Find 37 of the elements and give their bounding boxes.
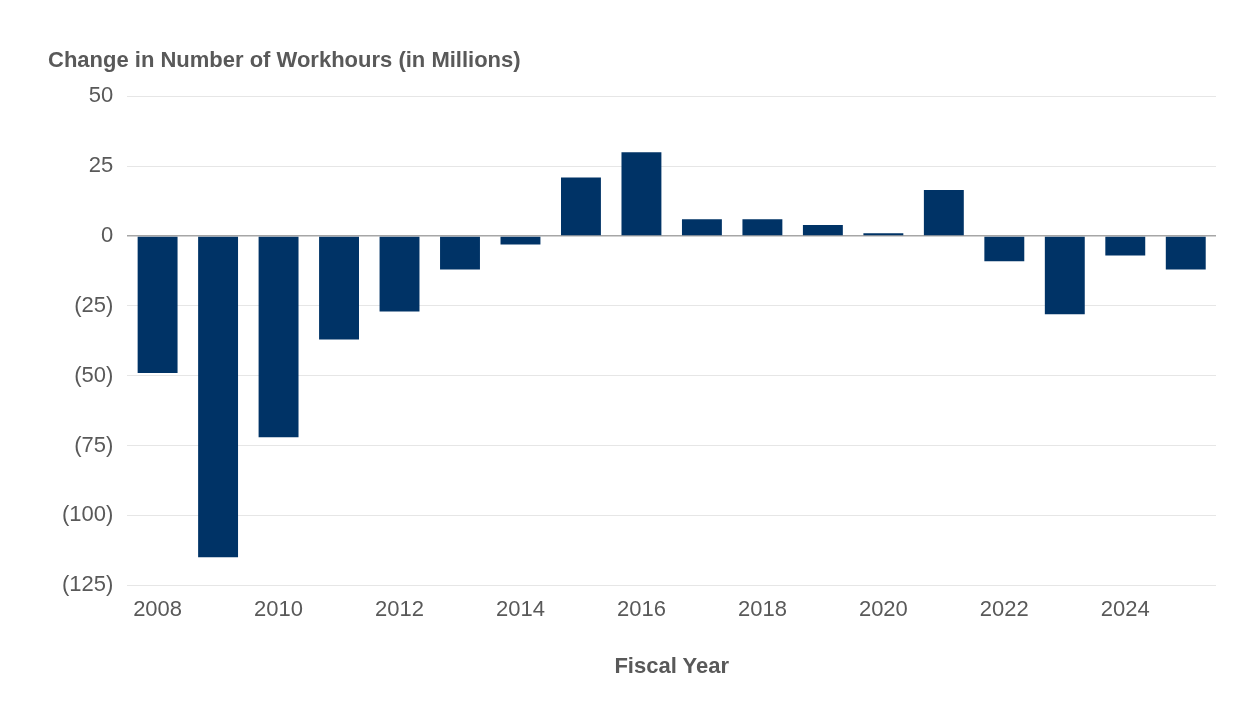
y-tick-label: (100) [62, 501, 114, 527]
x-tick-label: 2024 [1100, 596, 1150, 622]
y-tick-label: (75) [74, 431, 114, 457]
x-tick-label: 2008 [133, 596, 183, 622]
x-tick-label: 2022 [979, 596, 1029, 622]
bar [137, 236, 178, 373]
x-tick-label: 2014 [496, 596, 545, 622]
bar [802, 224, 843, 236]
x-tick-label: 2020 [858, 596, 908, 622]
y-tick-label: (125) [62, 571, 114, 597]
y-tick-label: (25) [74, 291, 114, 317]
bar [1044, 236, 1085, 315]
bar [742, 219, 783, 236]
bar [440, 236, 480, 270]
bar [923, 189, 964, 236]
bar [319, 236, 359, 340]
bar [198, 236, 239, 558]
y-axis-title: Change in Number of Workhours (in Millions) [48, 47, 521, 73]
x-tick-label: 2018 [737, 596, 787, 622]
bar [379, 236, 420, 312]
x-tick-label: 2016 [616, 596, 666, 622]
bar [1105, 236, 1146, 256]
y-tick-label: 25 [88, 152, 114, 178]
bar [681, 219, 722, 236]
bar [1165, 236, 1206, 270]
x-axis-title: Fiscal Year [614, 652, 730, 678]
y-tick-label: 0 [101, 222, 114, 248]
y-tick-label: 50 [88, 82, 114, 108]
bar [500, 236, 541, 245]
x-tick-label: 2010 [254, 596, 304, 622]
y-tick-label: (50) [74, 361, 114, 387]
bar [258, 236, 299, 438]
bar [561, 177, 601, 236]
bar [863, 233, 904, 236]
x-tick-label: 2012 [375, 596, 424, 622]
bar [984, 236, 1025, 262]
bar [621, 152, 662, 236]
